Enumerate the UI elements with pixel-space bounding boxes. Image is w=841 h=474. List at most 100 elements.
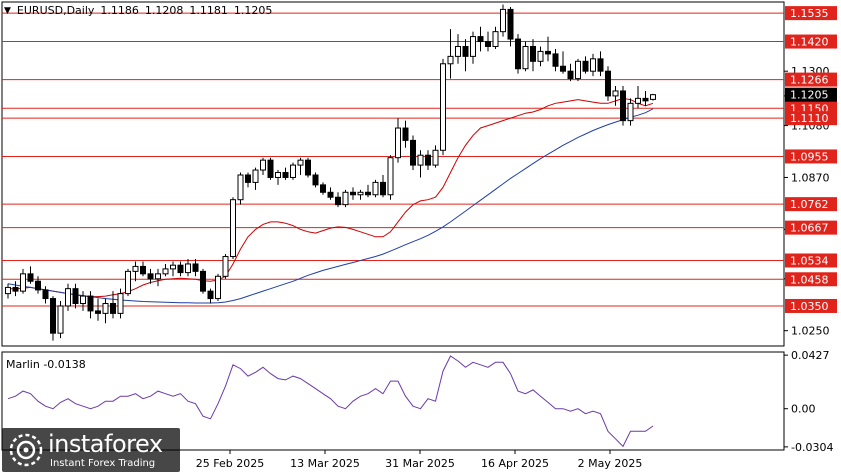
candle-body	[102, 302, 109, 314]
candle	[185, 259, 191, 277]
candle	[387, 155, 394, 200]
oscillator-tick-label: -0.0304	[791, 441, 833, 454]
candle	[35, 276, 41, 294]
candle-body	[327, 191, 334, 198]
price-tick-label: 1.0870	[791, 171, 830, 184]
candle-body	[110, 302, 116, 314]
level-label: 1.1110	[790, 112, 829, 125]
candle	[267, 157, 274, 180]
candle-body	[417, 154, 424, 166]
candle	[462, 39, 469, 72]
candle	[110, 291, 116, 319]
candle-body	[500, 8, 506, 33]
candle	[410, 135, 416, 171]
level-label: 1.1535	[790, 7, 829, 20]
candle	[342, 189, 349, 208]
candle	[597, 51, 604, 77]
candle-body	[260, 159, 266, 171]
candle-body	[567, 70, 574, 80]
candle-body	[537, 50, 544, 62]
candle-body	[42, 289, 49, 300]
candle	[575, 58, 581, 82]
candle-body	[365, 191, 371, 196]
candle-body	[402, 127, 409, 141]
candle-body	[447, 55, 454, 65]
candle	[305, 157, 311, 178]
candle	[477, 26, 484, 52]
moving-average-line	[7, 108, 654, 304]
watermark-brand: instaforex	[48, 430, 163, 458]
level-label-box	[785, 149, 837, 164]
candle	[215, 273, 221, 302]
candle-body	[312, 174, 319, 186]
level-label: 1.0955	[790, 150, 829, 163]
candle	[357, 189, 364, 200]
level-label: 1.0762	[790, 198, 829, 211]
open-value: 1.1186	[100, 4, 139, 17]
candle	[537, 46, 544, 67]
level-label-box	[785, 253, 837, 268]
candle-body	[410, 139, 416, 166]
candle	[245, 172, 251, 188]
candle-body	[35, 280, 41, 291]
level-label: 1.0667	[790, 222, 829, 235]
candle	[102, 298, 109, 324]
candle-body	[297, 159, 304, 166]
candle	[395, 118, 401, 163]
candle-body	[132, 265, 139, 272]
candle	[365, 184, 371, 198]
candle	[455, 34, 461, 64]
high-value: 1.1208	[144, 4, 184, 17]
candle	[162, 263, 169, 277]
candle-body	[335, 196, 341, 206]
candle	[237, 172, 244, 205]
chart-header: ▼ EURUSD,Daily 1.1186 1.1208 1.1181 1.12…	[4, 4, 272, 17]
candle	[117, 288, 124, 319]
candle	[192, 259, 199, 277]
candle	[282, 167, 289, 180]
candle-body	[372, 181, 379, 196]
candle	[207, 288, 214, 304]
candle	[635, 86, 641, 109]
candle	[560, 51, 566, 74]
oscillator-line	[7, 355, 654, 448]
candle-body	[477, 36, 484, 43]
candle-body	[290, 164, 296, 178]
candle-body	[635, 97, 641, 104]
candle-body	[177, 264, 184, 274]
candle	[440, 58, 446, 156]
candle-body	[230, 199, 236, 258]
candle-body	[455, 45, 461, 57]
candle-body	[545, 50, 551, 55]
candle-body	[140, 265, 146, 275]
candle	[612, 86, 619, 106]
candle	[620, 86, 626, 126]
candle	[275, 170, 281, 185]
level-label: 1.1266	[790, 74, 829, 87]
candle-body	[605, 70, 611, 97]
current-price-box	[785, 87, 837, 102]
candle-body	[425, 154, 431, 166]
candle-body	[597, 58, 604, 72]
candle-body	[117, 293, 124, 314]
candle-body	[492, 31, 499, 47]
candle-body	[275, 172, 281, 178]
candle	[402, 120, 409, 148]
candle-body	[27, 273, 34, 282]
candle	[290, 162, 296, 180]
candle	[155, 268, 161, 287]
level-label-box	[785, 197, 837, 212]
moving-average-line	[8, 97, 654, 298]
candle-body	[387, 157, 394, 196]
candle	[425, 150, 431, 171]
candle-body	[155, 273, 161, 280]
candle	[485, 31, 491, 52]
candle	[72, 283, 79, 309]
triangle-down-icon[interactable]: ▼	[4, 5, 11, 16]
candle-body	[185, 263, 191, 274]
candle-body	[590, 58, 596, 72]
candle-body	[305, 159, 311, 176]
candle-body	[627, 102, 634, 122]
